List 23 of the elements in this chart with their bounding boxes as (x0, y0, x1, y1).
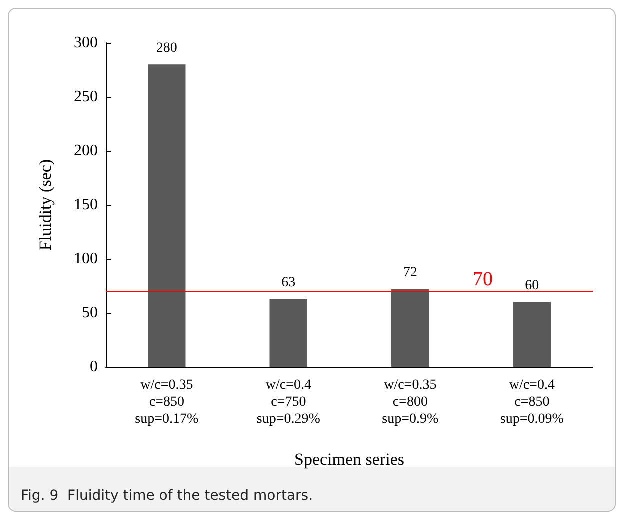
y-tick-label: 300 (74, 34, 98, 52)
bar (392, 289, 430, 367)
y-tick-label: 0 (90, 358, 98, 376)
x-axis-title: Specimen series (294, 450, 404, 469)
x-tick-label: w/c=0.4 c=750 sup=0.29% (256, 378, 321, 427)
y-tick-label: 150 (74, 196, 98, 214)
y-tick-label: 100 (74, 250, 98, 268)
ref-line-label: 70 (473, 268, 493, 290)
y-axis-title: Fluidity (sec) (36, 159, 55, 251)
y-tick-label: 250 (74, 88, 98, 106)
bar (270, 298, 308, 367)
x-tick-label: w/c=0.4 c=850 sup=0.09% (500, 378, 564, 427)
data-label: 60 (525, 278, 540, 294)
data-label: 72 (403, 266, 418, 281)
bar (148, 64, 186, 367)
data-label: 63 (282, 275, 296, 290)
y-tick-label: 50 (82, 304, 98, 322)
x-tick-label: w/c=0.35 c=850 sup=0.17% (135, 378, 199, 427)
y-tick-label: 200 (74, 142, 98, 160)
caption: Fig. 9 Fluidity time of the tested mortars. (21, 488, 314, 504)
bar (513, 302, 551, 367)
x-tick-label: w/c=0.35 c=800 sup=0.9% (382, 378, 439, 427)
data-label: 280 (156, 41, 178, 56)
